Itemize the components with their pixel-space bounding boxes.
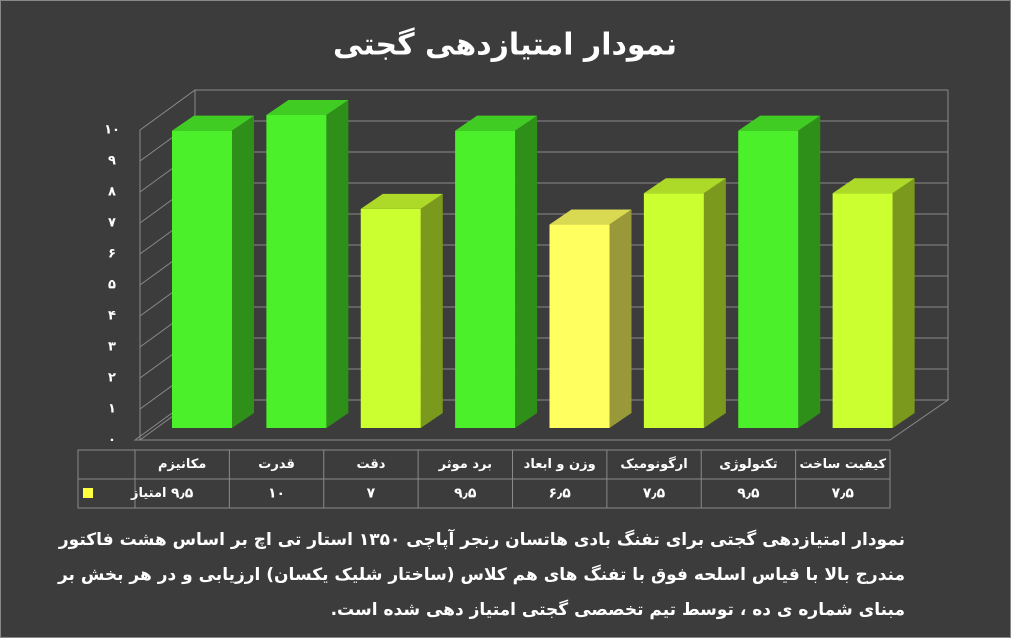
x-tick-label: ارگونومیک (620, 456, 687, 472)
value-label: ۹٫۵ (454, 486, 477, 502)
legend-label: امتیاز (130, 486, 166, 501)
bar (172, 130, 232, 428)
description-line: نمودار امتیازدهی گجتی برای تفنگ بادی هات… (58, 528, 905, 550)
y-tick-label: ۸ (108, 185, 116, 200)
legend-swatch (83, 488, 93, 498)
x-tick-label: قدرت (258, 457, 295, 472)
bar-top (172, 115, 254, 131)
bar (549, 224, 610, 428)
bar-top (360, 193, 443, 209)
x-tick-label: تکنولوژی (719, 457, 777, 472)
bar-top (643, 178, 726, 194)
bar-side (892, 178, 915, 428)
bar-top (738, 115, 821, 131)
x-tick-label: دقت (356, 457, 385, 472)
bar-side (232, 115, 254, 429)
value-label: ۷ (367, 486, 376, 502)
floor (133, 399, 950, 441)
bar-side (326, 100, 349, 428)
y-tick-label: ۶ (108, 247, 116, 262)
x-tick-label: مکانیزم (158, 457, 206, 472)
bar (643, 193, 704, 428)
y-tick-label: ۱۰ (104, 123, 120, 138)
value-label: ۹٫۵ (737, 486, 760, 502)
value-label: ۶٫۵ (549, 486, 572, 502)
bar (738, 130, 799, 428)
y-tick-label: ۷ (108, 216, 116, 231)
bar-top (549, 209, 632, 225)
bar-top (266, 100, 349, 115)
bar (832, 193, 893, 428)
grid-line (139, 89, 948, 131)
y-tick-label: ۹ (108, 154, 116, 169)
y-tick-label: ۰ (108, 433, 116, 448)
x-tick-label: برد موثر (438, 457, 492, 472)
value-label: ۷٫۵ (832, 486, 855, 502)
y-tick-label: ۴ (108, 309, 116, 324)
bar-side (420, 193, 443, 428)
y-tick-label: ۵ (108, 278, 116, 293)
y-tick-label: ۱ (108, 402, 116, 417)
y-tick-label: ۲ (108, 371, 116, 386)
bar-side (609, 209, 632, 428)
description-line: مندرج بالا با قیاس اسلحه فوق با تفنگ های… (57, 564, 905, 585)
value-label: ۱۰ (268, 486, 285, 502)
bar-side (515, 115, 538, 429)
x-tick-label: کیفیت ساخت (800, 457, 887, 472)
bar (266, 115, 327, 428)
chart-title: نمودار امتیازدهی گجتی (333, 27, 677, 63)
bar-top (455, 115, 538, 131)
value-label: ۷٫۵ (643, 486, 666, 502)
description-line: مبنای شماره ی ده ، توسط تیم تخصصی گجتی ا… (331, 599, 905, 620)
bar-top (832, 178, 915, 194)
y-tick-label: ۳ (108, 340, 116, 355)
x-tick-label: وزن و ابعاد (524, 457, 596, 472)
bar (455, 130, 516, 428)
bar-side (798, 115, 821, 429)
bar-side (703, 178, 726, 428)
bar (360, 208, 421, 428)
value-label: ۹٫۵ (171, 486, 194, 502)
